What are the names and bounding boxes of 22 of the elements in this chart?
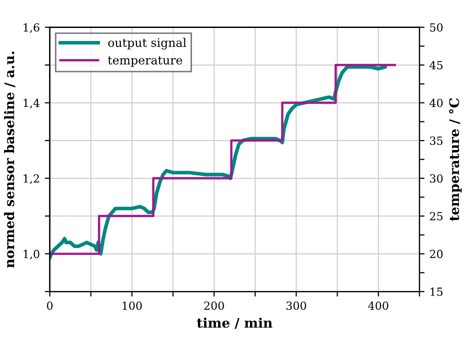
- x-tick-label: 200: [204, 301, 224, 310]
- y-tick-label: 1,0: [24, 250, 40, 260]
- x-tick-label: 0: [46, 301, 53, 310]
- y2-tick-label: 15: [430, 288, 442, 296]
- y2-tick-label: 35: [430, 136, 442, 145]
- x-tick-label: 400: [368, 301, 388, 310]
- x-axis-title: time / min: [196, 318, 272, 329]
- legend-label: temperature: [108, 56, 182, 67]
- y2-axis-title: temperature / °C: [449, 98, 462, 221]
- y2-tick-label: 45: [430, 61, 442, 70]
- y2-tick-label: 25: [430, 212, 442, 220]
- y2-tick-label: 40: [430, 98, 443, 108]
- y-axis-title: normed sensor baseline / a.u.: [4, 52, 16, 268]
- y2-tick-label: 50: [430, 23, 443, 32]
- x-tick-label: 100: [122, 301, 142, 310]
- y2-tick-label: 30: [430, 174, 443, 183]
- legend-label: output signal: [108, 38, 186, 50]
- y-tick-label: 1,2: [24, 174, 39, 184]
- y2-tick-label: 20: [430, 250, 443, 258]
- y-tick-label: 1,6: [24, 23, 40, 34]
- y-tick-label: 1,4: [24, 98, 40, 109]
- x-tick-label: 300: [286, 301, 306, 310]
